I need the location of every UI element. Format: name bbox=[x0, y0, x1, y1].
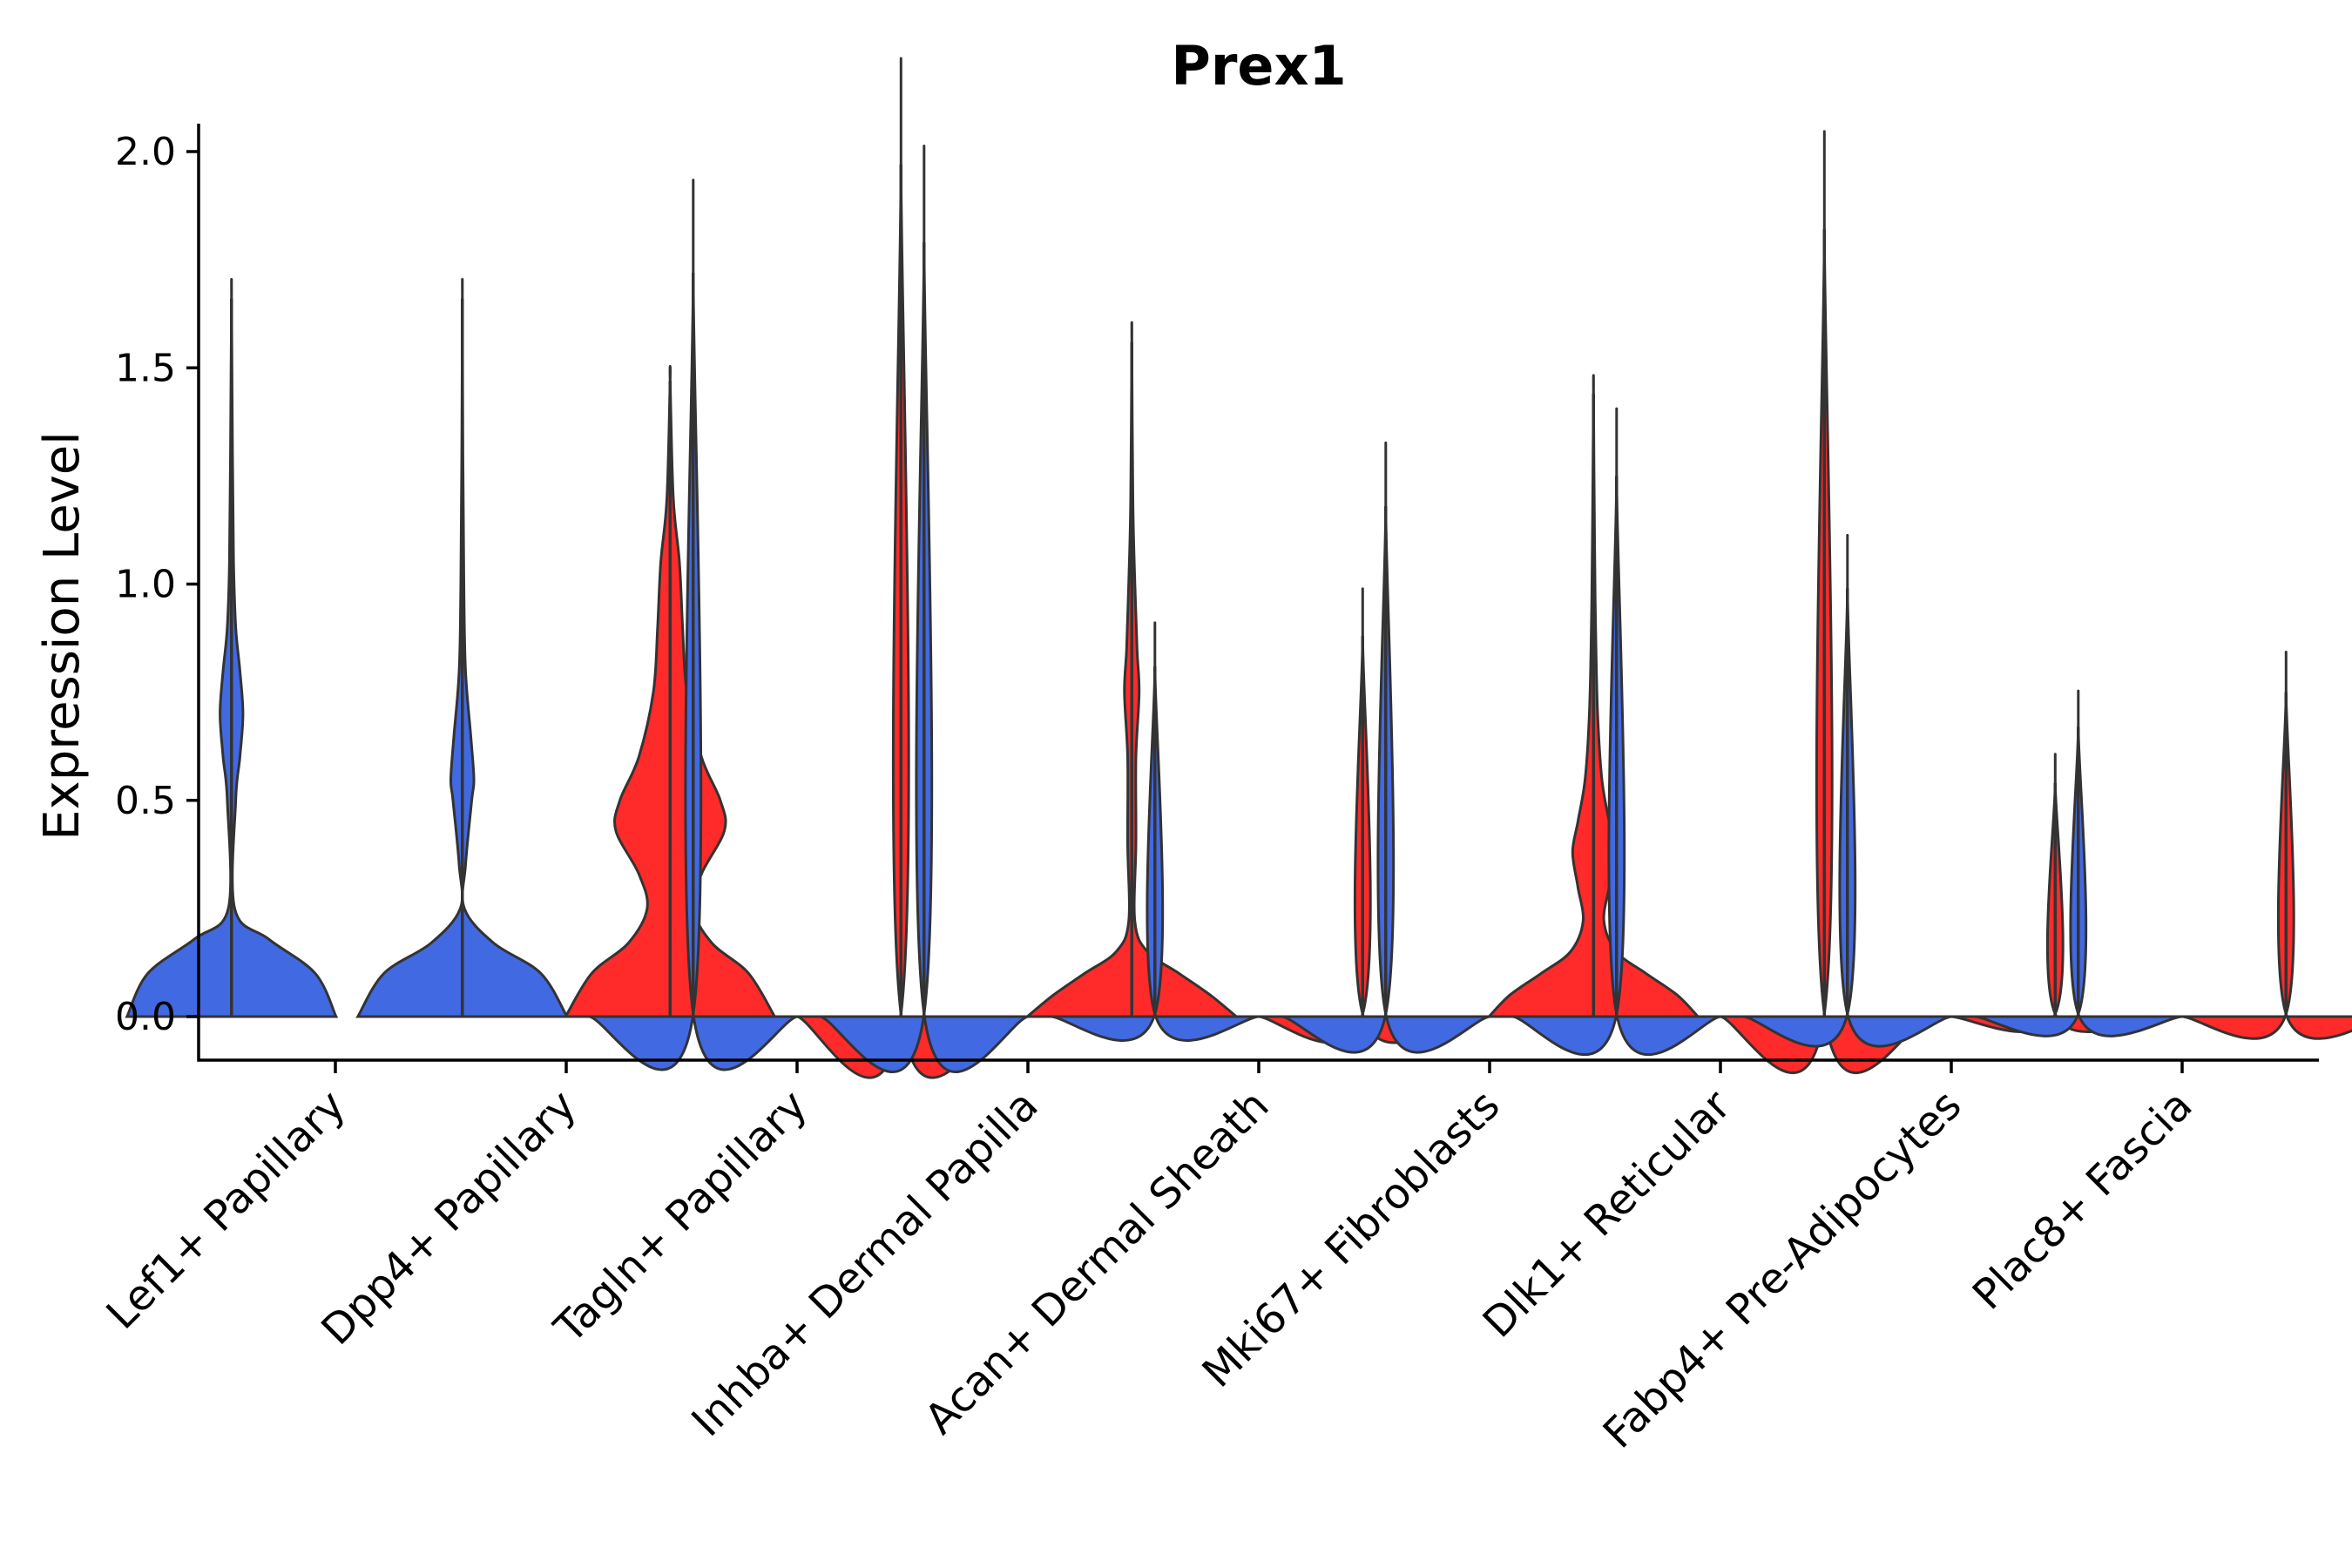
y-tick-label: 1.0 bbox=[115, 563, 176, 607]
y-tick-label: 2.0 bbox=[115, 130, 176, 174]
x-category-label: Dlk1+ Reticular bbox=[1474, 1081, 1740, 1348]
y-tick-label: 0.0 bbox=[115, 995, 176, 1039]
y-axis-ticks: 0.0 0.5 1.0 1.5 2.0 bbox=[115, 130, 199, 1039]
x-category-label: Dpp4+ Papillary bbox=[312, 1081, 585, 1355]
y-tick-label: 0.5 bbox=[115, 779, 176, 823]
chart-title: Prex1 bbox=[1171, 34, 1346, 98]
x-category-label: Lef1+ Papillary bbox=[98, 1081, 355, 1339]
violins-layer bbox=[125, 57, 2352, 1079]
x-category-label: Tagln+ Papillary bbox=[544, 1081, 816, 1353]
y-tick-label: 1.5 bbox=[115, 346, 176, 390]
y-axis-label: Expression Level bbox=[34, 431, 91, 841]
axes-frame bbox=[197, 124, 2319, 1062]
x-category-label: Plac8+ Fascia bbox=[1963, 1081, 2202, 1320]
violin-red-v17 bbox=[2181, 650, 2352, 1040]
